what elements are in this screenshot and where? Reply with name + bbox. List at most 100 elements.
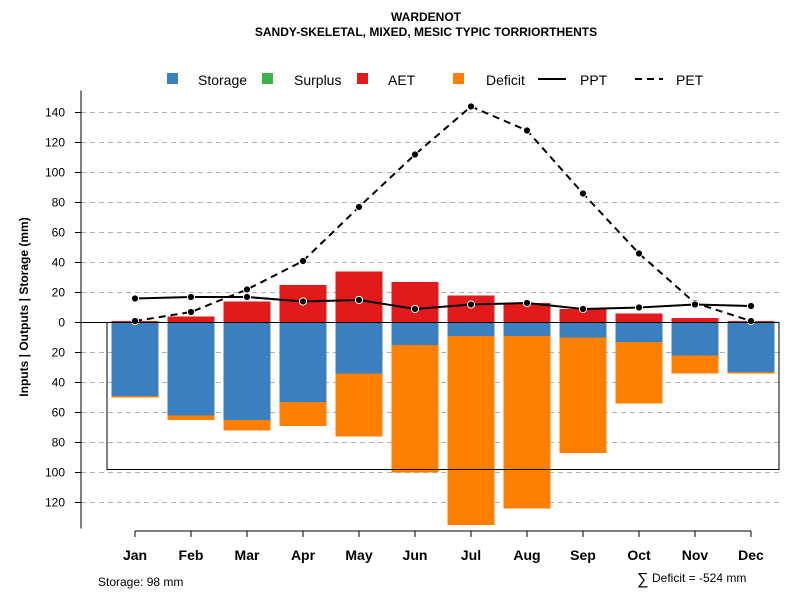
storage-bar-apr xyxy=(279,322,327,402)
ppt-point-feb xyxy=(186,292,196,302)
legend-item-surplus: Surplus xyxy=(262,72,341,88)
ppt-point-nov xyxy=(690,300,700,309)
legend-swatch-deficit xyxy=(453,73,464,84)
pet-point-may xyxy=(354,202,364,212)
pet-point-oct xyxy=(634,249,644,258)
month-label-nov: Nov xyxy=(682,547,709,563)
y-tick-label: 80 xyxy=(52,196,66,210)
pet-point-jun xyxy=(410,150,420,159)
storage-bar-aug xyxy=(503,322,551,336)
month-label-sep: Sep xyxy=(570,547,596,563)
pet-point-aug xyxy=(522,126,532,135)
legend-swatch-storage xyxy=(167,73,178,84)
deficit-bar-oct xyxy=(615,342,663,404)
y-axis: 140 120 100 80 60 40 20 0 20 40 60 80 100 120 xyxy=(45,90,779,529)
pet-point-sep xyxy=(578,189,588,198)
month-label-apr: Apr xyxy=(291,547,316,563)
pet-line xyxy=(134,105,752,322)
sum-symbol: ∑ xyxy=(637,571,648,588)
bars xyxy=(111,271,775,525)
ppt-point-aug xyxy=(522,298,532,308)
month-label-jul: Jul xyxy=(461,547,481,563)
deficit-bar-dec xyxy=(727,372,775,374)
month-label-feb: Feb xyxy=(179,547,204,563)
storage-bar-jan xyxy=(111,322,159,396)
storage-footer: Storage: 98 mm xyxy=(98,575,183,589)
deficit-bar-sep xyxy=(559,337,607,453)
storage-bar-mar xyxy=(223,322,271,420)
aet-bar-sep xyxy=(559,309,607,323)
y-tick-label: 20 xyxy=(52,286,66,300)
aet-bar-mar xyxy=(223,301,271,323)
y-tick-label: 0 xyxy=(58,316,65,330)
ppt-point-jan xyxy=(130,294,140,303)
pet-point-jan xyxy=(130,316,140,326)
deficit-bar-jan xyxy=(111,396,159,398)
deficit-bar-feb xyxy=(167,415,215,420)
deficit-bar-may xyxy=(335,373,383,437)
y-tick-label: 100 xyxy=(45,466,65,480)
y-tick-label: 40 xyxy=(52,376,66,390)
storage-bar-dec xyxy=(727,322,775,372)
month-label-oct: Oct xyxy=(627,547,651,563)
pet-point-dec xyxy=(746,316,756,326)
deficit-bar-mar xyxy=(223,420,271,431)
aet-bar-oct xyxy=(615,313,663,323)
month-label-mar: Mar xyxy=(235,547,260,563)
y-tick-label: 140 xyxy=(45,106,65,120)
legend-label-surplus: Surplus xyxy=(294,72,341,88)
storage-bar-may xyxy=(335,322,383,374)
legend-item-ppt: PPT xyxy=(538,72,608,88)
legend-item-pet: PET xyxy=(635,72,704,88)
x-axis: Jan Feb Mar Apr May Jun Jul Aug Sep Oct Nov Dec xyxy=(123,530,764,563)
ppt-point-mar xyxy=(242,292,252,302)
aet-bar-jul xyxy=(447,295,495,323)
deficit-bar-apr xyxy=(279,402,327,426)
ppt-point-may xyxy=(354,295,364,305)
legend-item-aet: AET xyxy=(357,72,416,88)
storage-bar-jul xyxy=(447,322,495,336)
legend-label-aet: AET xyxy=(388,72,416,88)
y-tick-label: 80 xyxy=(52,436,66,450)
y-tick-label: 120 xyxy=(45,136,65,150)
ppt-point-jul xyxy=(466,300,476,309)
storage-bar-oct xyxy=(615,322,663,342)
storage-bar-feb xyxy=(167,322,215,416)
legend-swatch-surplus xyxy=(262,73,273,84)
aet-bar-aug xyxy=(503,303,551,323)
pet-point-jul xyxy=(466,102,476,111)
deficit-bar-jul xyxy=(447,336,495,525)
legend-label-ppt: PPT xyxy=(580,72,608,88)
line-series xyxy=(130,102,756,326)
aet-bar-feb xyxy=(167,316,215,323)
legend-label-pet: PET xyxy=(676,72,704,88)
storage-bar-nov xyxy=(671,322,719,356)
month-label-aug: Aug xyxy=(513,547,540,563)
ppt-point-oct xyxy=(634,303,644,312)
chart-subtitle: SANDY-SKELETAL, MIXED, MESIC TYPIC TORRI… xyxy=(255,25,597,39)
y-tick-label: 60 xyxy=(52,226,66,240)
legend-label-deficit: Deficit xyxy=(486,72,525,88)
legend-item-deficit: Deficit xyxy=(453,72,525,88)
chart-title: WARDENOT xyxy=(391,10,462,24)
ppt-point-dec xyxy=(746,301,756,311)
deficit-footer: Deficit = -524 mm xyxy=(652,571,746,585)
y-tick-label: 120 xyxy=(45,496,65,510)
y-axis-title: Inputs | Outputs | Storage (mm) xyxy=(17,217,31,396)
deficit-bar-nov xyxy=(671,355,719,374)
y-tick-label: 100 xyxy=(45,166,65,180)
aet-bar-nov xyxy=(671,318,719,323)
month-label-jan: Jan xyxy=(123,547,147,563)
pet-point-mar xyxy=(242,285,252,294)
legend-item-storage: Storage xyxy=(167,72,247,88)
ppt-point-apr xyxy=(298,297,308,306)
y-tick-label: 60 xyxy=(52,406,66,420)
month-label-may: May xyxy=(345,547,372,563)
legend: Storage Surplus AET Deficit PPT PET xyxy=(167,72,704,88)
ppt-point-sep xyxy=(578,304,588,314)
aet-bar-jun xyxy=(391,282,439,323)
deficit-bar-aug xyxy=(503,336,551,509)
y-tick-label: 20 xyxy=(52,346,66,360)
pet-point-apr xyxy=(298,256,308,266)
